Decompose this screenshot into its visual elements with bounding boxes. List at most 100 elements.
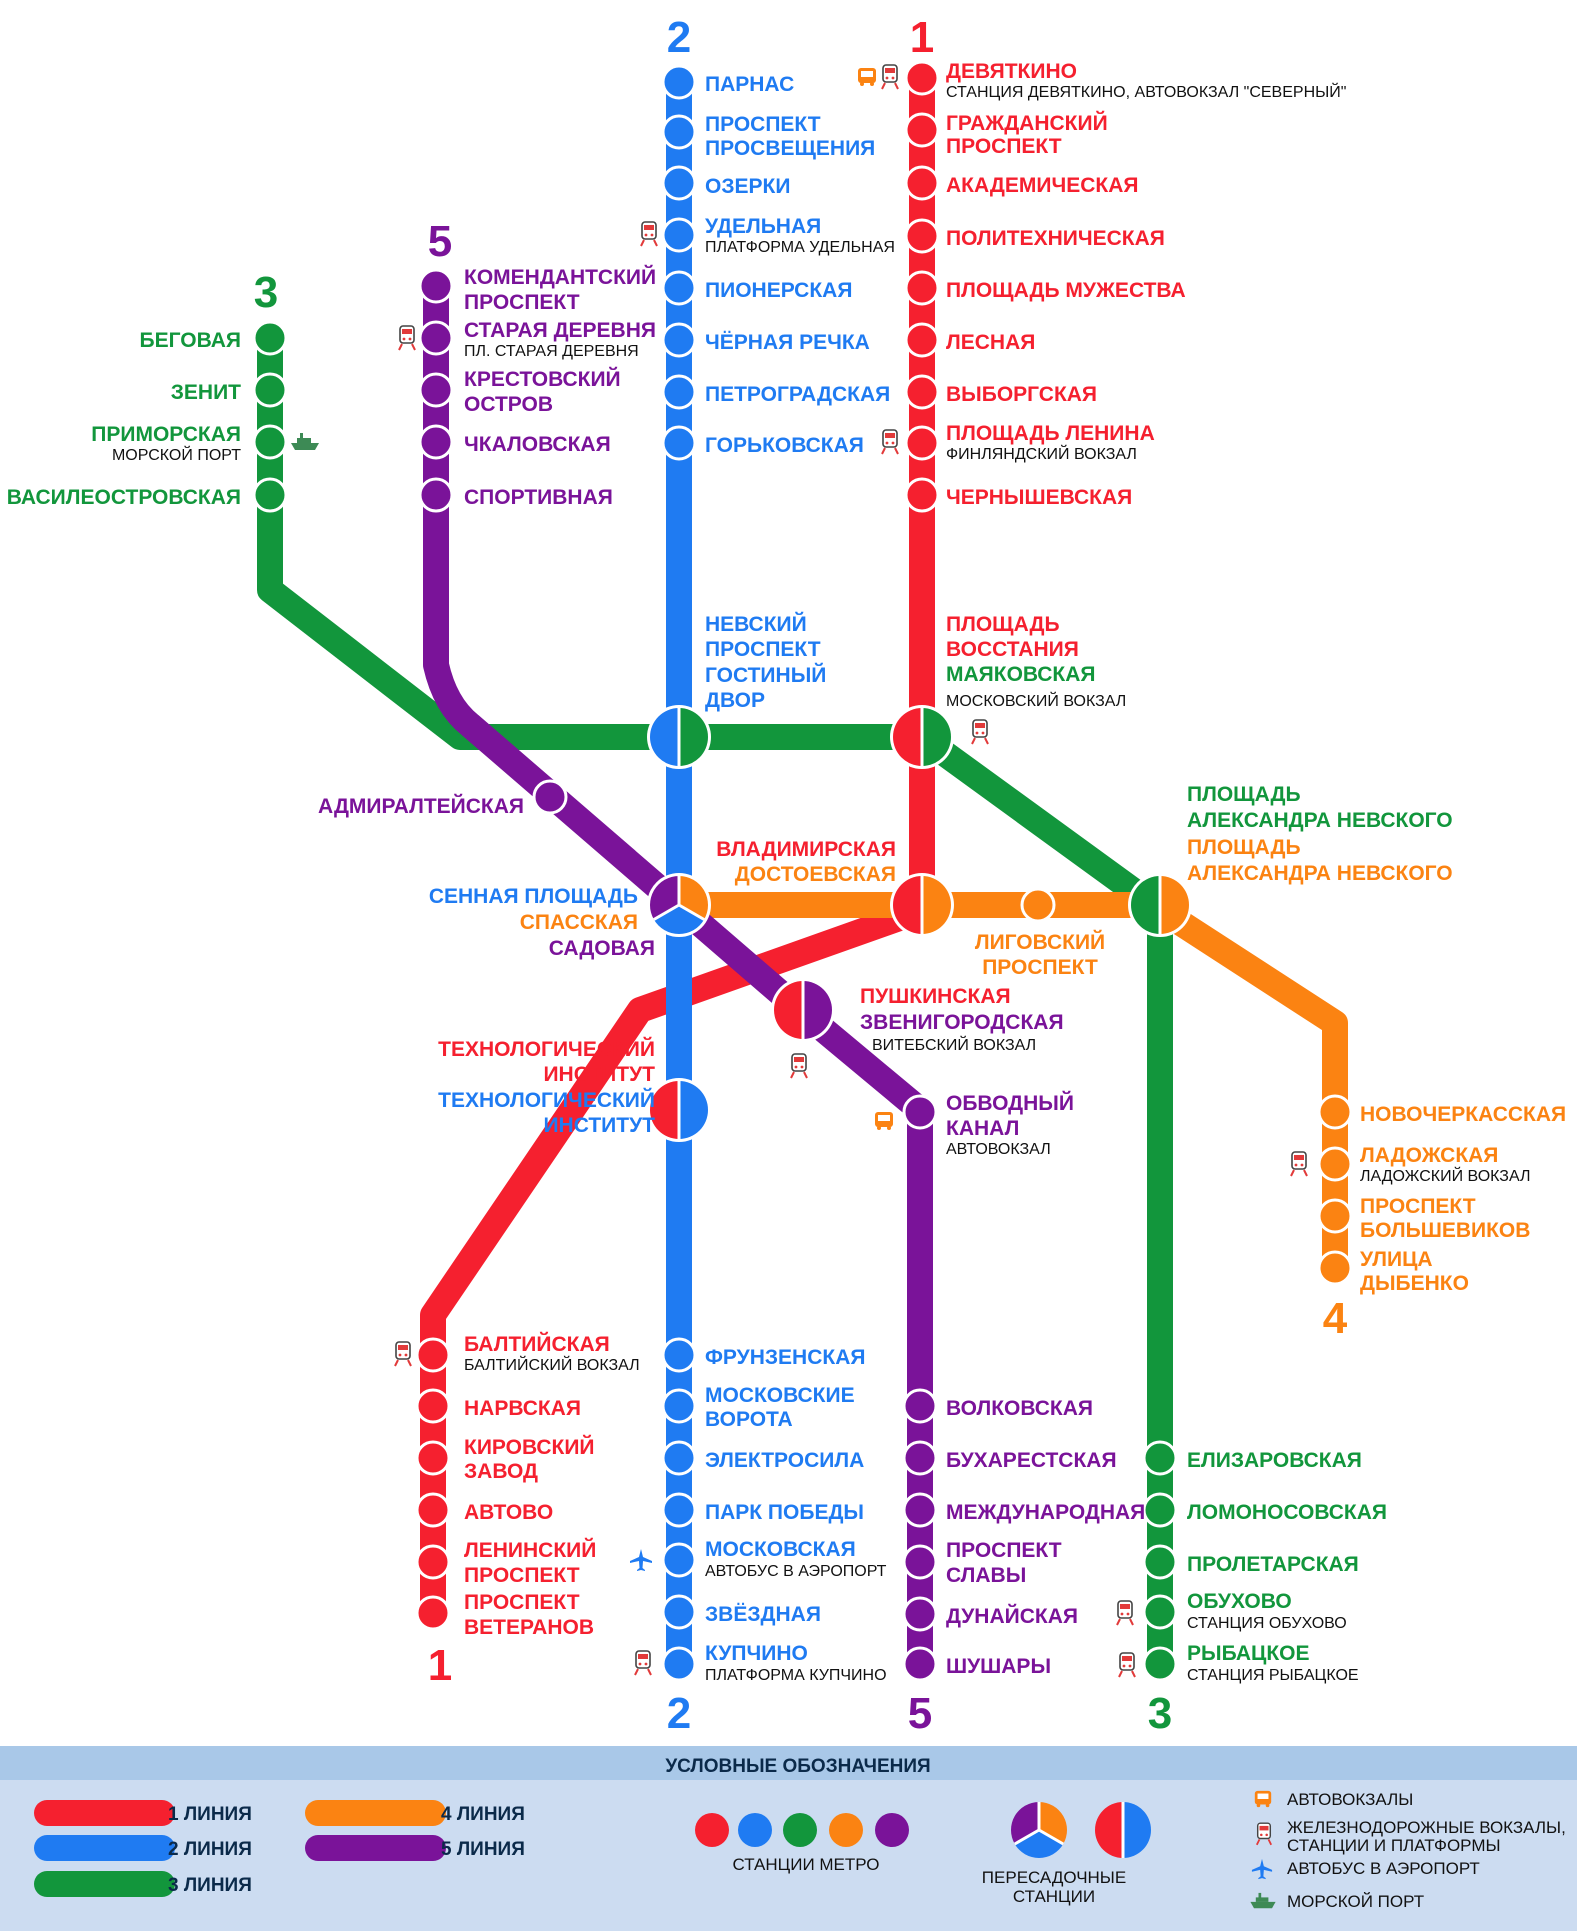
station-label-veteranov-1: ПРОСПЕКТ bbox=[464, 1591, 580, 1614]
station-park-pobedy[interactable] bbox=[661, 1492, 697, 1528]
station-staraya-derevnya[interactable] bbox=[418, 320, 454, 356]
station-lomonosovskaya[interactable] bbox=[1142, 1492, 1178, 1528]
station-label-petrogradskaya: ПЕТРОГРАДСКАЯ bbox=[705, 383, 890, 406]
station-prospekt-veteranov[interactable] bbox=[415, 1595, 451, 1631]
station-vasileostrovskaya[interactable] bbox=[252, 477, 288, 513]
station-krestovsky-ostrov[interactable] bbox=[418, 372, 454, 408]
station-kupchino[interactable] bbox=[661, 1646, 697, 1682]
line-number-2-bottom: 2 bbox=[667, 1689, 691, 1738]
station-label-mosk-vorota-2: ВОРОТА bbox=[705, 1408, 793, 1431]
station-label-park-pobedy: ПАРК ПОБЕДЫ bbox=[705, 1501, 864, 1524]
station-ligovsky-prospekt[interactable] bbox=[1020, 887, 1056, 923]
station-prospekt-slavy[interactable] bbox=[902, 1544, 938, 1580]
station-elektrosila[interactable] bbox=[661, 1440, 697, 1476]
station-label-begovaya: БЕГОВАЯ bbox=[140, 329, 241, 352]
station-baltiyskaya[interactable] bbox=[415, 1337, 451, 1373]
legend-line-4-label: 4 ЛИНИЯ bbox=[441, 1804, 525, 1825]
station-novocherkasskaya[interactable] bbox=[1317, 1094, 1353, 1130]
station-akademicheskaya[interactable] bbox=[904, 165, 940, 201]
station-label-vyborgskaya: ВЫБОРГСКАЯ bbox=[946, 383, 1097, 406]
station-moskovskaya[interactable] bbox=[661, 1542, 697, 1578]
line-number-3-top: 3 bbox=[254, 268, 278, 317]
transfer-al-nevskogo[interactable] bbox=[1128, 873, 1192, 937]
station-label-pl-lenina-sub: ФИНЛЯНДСКИЙ ВОКЗАЛ bbox=[946, 444, 1137, 463]
station-label-veteranov-2: ВЕТЕРАНОВ bbox=[464, 1616, 594, 1639]
station-label-lesnaya: ЛЕСНАЯ bbox=[946, 331, 1035, 354]
station-label-gostiny-2: ДВОР bbox=[705, 689, 765, 712]
station-kirovsky-zavod[interactable] bbox=[415, 1440, 451, 1476]
station-ulitsa-dybenko[interactable] bbox=[1317, 1250, 1353, 1286]
station-label-staraya-derevnya-sub: ПЛ. СТАРАЯ ДЕРЕВНЯ bbox=[464, 343, 639, 360]
airplane-icon bbox=[630, 1549, 652, 1571]
legend-transfer-double bbox=[1095, 1802, 1151, 1858]
transfer-vosstaniya-mayakovskaya[interactable] bbox=[890, 705, 954, 769]
transfer-sennaya-spasskaya-sadovaya[interactable] bbox=[647, 873, 711, 937]
station-obvodny-kanal[interactable] bbox=[902, 1094, 938, 1130]
station-label-grazhdansky-2: ПРОСПЕКТ bbox=[946, 135, 1062, 158]
station-mezhdunarodnaya[interactable] bbox=[902, 1492, 938, 1528]
station-leninsky-prospekt[interactable] bbox=[415, 1544, 451, 1580]
station-ozerki[interactable] bbox=[661, 165, 697, 201]
station-label-dunayskaya: ДУНАЙСКАЯ bbox=[946, 1604, 1078, 1628]
station-chkalovskaya[interactable] bbox=[418, 424, 454, 460]
transfer-nevsky-gostiny[interactable] bbox=[647, 705, 711, 769]
transfer-tekhnologichesky[interactable] bbox=[647, 1078, 711, 1142]
station-label-elektrosila: ЭЛЕКТРОСИЛА bbox=[705, 1449, 864, 1472]
station-frunzenskaya[interactable] bbox=[661, 1337, 697, 1373]
station-label-dybenko-2: ДЫБЕНКО bbox=[1360, 1272, 1469, 1295]
station-pl-lenina[interactable] bbox=[904, 425, 940, 461]
station-label-sportivnaya: СПОРТИВНАЯ bbox=[464, 486, 613, 509]
legend-rail-label-1: ЖЕЛЕЗНОДОРОЖНЫЕ ВОКЗАЛЫ, bbox=[1287, 1818, 1566, 1837]
station-avtovo[interactable] bbox=[415, 1492, 451, 1528]
station-politekhnicheskaya[interactable] bbox=[904, 218, 940, 254]
station-admiralteyskaya[interactable] bbox=[532, 779, 568, 815]
station-pl-muzhestva[interactable] bbox=[904, 270, 940, 306]
station-label-komendantsky-1: КОМЕНДАНТСКИЙ bbox=[464, 265, 656, 289]
station-ladozhskaya[interactable] bbox=[1317, 1146, 1353, 1182]
station-parnas[interactable] bbox=[661, 64, 697, 100]
legend-station-dot-5 bbox=[875, 1813, 909, 1847]
station-label-gorkovskaya: ГОРЬКОВСКАЯ bbox=[705, 434, 864, 457]
transfer-vladimirskaya-dostoevskaya[interactable] bbox=[890, 873, 954, 937]
station-prosvescheniya[interactable] bbox=[661, 114, 697, 150]
station-dunayskaya[interactable] bbox=[902, 1596, 938, 1632]
station-komendantsky[interactable] bbox=[418, 268, 454, 304]
station-primorskaya[interactable] bbox=[252, 424, 288, 460]
station-label-obukhovo: ОБУХОВО bbox=[1187, 1590, 1292, 1613]
station-prospekt-bolshevikov[interactable] bbox=[1317, 1198, 1353, 1234]
station-moskovskie-vorota[interactable] bbox=[661, 1388, 697, 1424]
station-petrogradskaya[interactable] bbox=[661, 374, 697, 410]
station-volkovskaya[interactable] bbox=[902, 1388, 938, 1424]
station-narvskaya[interactable] bbox=[415, 1388, 451, 1424]
station-chernyshevskaya[interactable] bbox=[904, 477, 940, 513]
station-shushary[interactable] bbox=[902, 1646, 938, 1682]
station-sportivnaya[interactable] bbox=[418, 477, 454, 513]
line-number-3-bottom: 3 bbox=[1148, 1689, 1172, 1738]
station-rybatskoe[interactable] bbox=[1142, 1646, 1178, 1682]
station-grazhdansky[interactable] bbox=[904, 112, 940, 148]
transfer-pushkinskaya-zvenigorodskaya[interactable] bbox=[771, 978, 835, 1042]
station-udelnaya[interactable] bbox=[661, 217, 697, 253]
station-label-tekhnolog-red-2: ИНСТИТУТ bbox=[543, 1063, 655, 1086]
station-devyatkino[interactable] bbox=[904, 60, 940, 96]
station-zenit[interactable] bbox=[252, 372, 288, 408]
station-lesnaya[interactable] bbox=[904, 322, 940, 358]
station-proletarskaya[interactable] bbox=[1142, 1544, 1178, 1580]
station-vyborgskaya[interactable] bbox=[904, 374, 940, 410]
station-gorkovskaya[interactable] bbox=[661, 425, 697, 461]
line-number-1-bottom: 1 bbox=[428, 1641, 452, 1690]
station-chernaya-rechka[interactable] bbox=[661, 322, 697, 358]
station-label-prosvescheniya-1: ПРОСПЕКТ bbox=[705, 113, 821, 136]
station-zvezdnaya[interactable] bbox=[661, 1594, 697, 1630]
station-label-sennaya: СЕННАЯ ПЛОЩАДЬ bbox=[429, 885, 638, 908]
station-label-vladimirskaya: ВЛАДИМИРСКАЯ bbox=[716, 838, 896, 861]
station-obukhovo[interactable] bbox=[1142, 1594, 1178, 1630]
legend-title: УСЛОВНЫЕ ОБОЗНАЧЕНИЯ bbox=[665, 1756, 930, 1777]
station-begovaya[interactable] bbox=[252, 320, 288, 356]
station-elizarovskaya[interactable] bbox=[1142, 1440, 1178, 1476]
station-pionerskaya[interactable] bbox=[661, 270, 697, 306]
station-label-devyatkino: ДЕВЯТКИНО bbox=[946, 60, 1077, 83]
station-bukharestskaya[interactable] bbox=[902, 1440, 938, 1476]
legend-station-dot-4 bbox=[829, 1813, 863, 1847]
station-label-politekhnicheskaya: ПОЛИТЕХНИЧЕСКАЯ bbox=[946, 227, 1165, 250]
